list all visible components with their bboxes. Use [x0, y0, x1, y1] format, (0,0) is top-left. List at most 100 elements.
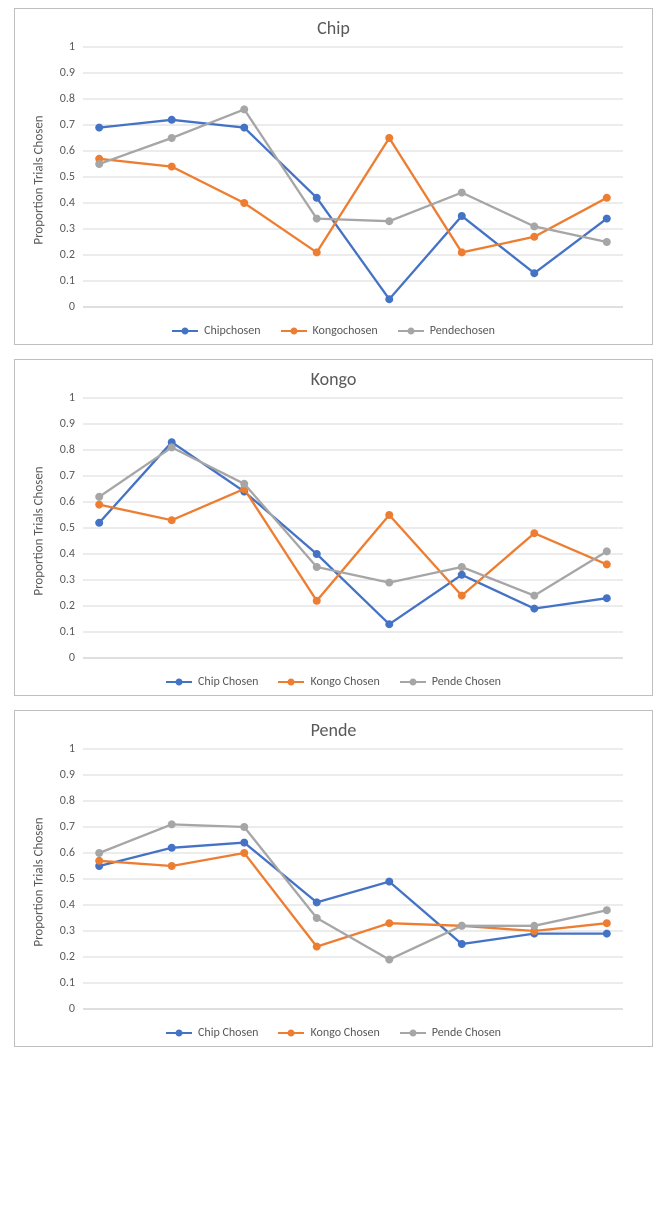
y-tick-label: 0.5 — [60, 521, 75, 535]
series-marker — [603, 906, 611, 914]
series-marker — [458, 248, 466, 256]
series-marker — [530, 605, 538, 613]
legend: Chip Chosen Kongo Chosen Pende Chosen — [25, 1020, 642, 1042]
series-marker — [313, 215, 321, 223]
y-tick-label: 0.1 — [60, 274, 75, 288]
series-marker — [530, 233, 538, 241]
y-tick-label: 1 — [69, 392, 75, 405]
chart-area: Proportion Trials Chosen00.10.20.30.40.5… — [25, 743, 642, 1020]
page-root: ChipProportion Trials Chosen00.10.20.30.… — [0, 0, 667, 1230]
legend-swatch — [166, 1028, 192, 1038]
y-tick-label: 0.6 — [60, 495, 75, 509]
y-axis-label: Proportion Trials Chosen — [32, 817, 47, 946]
y-tick-label: 0.4 — [60, 898, 75, 912]
series-marker — [530, 529, 538, 537]
legend-item: Chipchosen — [172, 324, 260, 338]
series-line-0 — [99, 843, 607, 944]
y-tick-label: 0 — [69, 300, 75, 313]
series-marker — [313, 563, 321, 571]
series-marker — [168, 163, 176, 171]
series-marker — [168, 134, 176, 142]
y-tick-label: 0.4 — [60, 196, 75, 210]
legend-swatch — [398, 326, 424, 336]
series-marker — [458, 212, 466, 220]
legend: Chip Chosen Kongo Chosen Pende Chosen — [25, 669, 642, 691]
series-marker — [168, 862, 176, 870]
legend-item: Kongochosen — [281, 324, 378, 338]
series-marker — [313, 914, 321, 922]
y-tick-label: 0.7 — [60, 820, 75, 834]
legend: Chipchosen Kongochosen Pendechosen — [25, 318, 642, 340]
legend-label: Pende Chosen — [432, 1026, 501, 1040]
series-marker — [168, 116, 176, 124]
chart-panel: PendeProportion Trials Chosen00.10.20.30… — [14, 710, 653, 1047]
series-marker — [95, 501, 103, 509]
legend-label: Chipchosen — [204, 324, 260, 338]
legend-swatch — [400, 1028, 426, 1038]
series-marker — [313, 550, 321, 558]
series-marker — [603, 547, 611, 555]
series-marker — [168, 443, 176, 451]
legend-item: Kongo Chosen — [278, 675, 379, 689]
series-marker — [95, 849, 103, 857]
y-tick-label: 0.3 — [60, 573, 75, 587]
series-marker — [385, 295, 393, 303]
y-tick-label: 0.9 — [60, 768, 75, 782]
series-marker — [385, 620, 393, 628]
y-tick-label: 1 — [69, 743, 75, 756]
y-tick-label: 0.2 — [60, 950, 75, 964]
plot-region: 00.10.20.30.40.50.60.70.80.91 — [25, 392, 642, 669]
legend-swatch — [400, 677, 426, 687]
chart-panel: ChipProportion Trials Chosen00.10.20.30.… — [14, 8, 653, 345]
series-marker — [240, 839, 248, 847]
series-marker — [95, 160, 103, 168]
y-tick-label: 0.9 — [60, 417, 75, 431]
y-tick-label: 0.8 — [60, 794, 75, 808]
y-tick-label: 0 — [69, 651, 75, 664]
series-marker — [313, 898, 321, 906]
series-marker — [458, 571, 466, 579]
legend-item: Kongo Chosen — [278, 1026, 379, 1040]
series-marker — [313, 248, 321, 256]
y-axis-label: Proportion Trials Chosen — [32, 115, 47, 244]
series-marker — [458, 592, 466, 600]
legend-label: Pendechosen — [430, 324, 495, 338]
chart-panel: KongoProportion Trials Chosen00.10.20.30… — [14, 359, 653, 696]
plot-region: 00.10.20.30.40.50.60.70.80.91 — [25, 41, 642, 318]
y-tick-label: 0.2 — [60, 248, 75, 262]
legend-item: Pende Chosen — [400, 675, 501, 689]
legend-swatch — [166, 677, 192, 687]
y-tick-label: 0.5 — [60, 872, 75, 886]
legend-item: Chip Chosen — [166, 1026, 258, 1040]
legend-label: Kongochosen — [313, 324, 378, 338]
y-tick-label: 0.8 — [60, 92, 75, 106]
series-marker — [530, 922, 538, 930]
series-marker — [603, 560, 611, 568]
series-marker — [603, 238, 611, 246]
y-tick-label: 0.3 — [60, 222, 75, 236]
chart-svg: 00.10.20.30.40.50.60.70.80.91 — [25, 41, 641, 313]
series-marker — [603, 594, 611, 602]
series-marker — [240, 105, 248, 113]
legend-item: Chip Chosen — [166, 675, 258, 689]
series-marker — [603, 930, 611, 938]
series-marker — [95, 519, 103, 527]
legend-swatch — [281, 326, 307, 336]
y-tick-label: 0.7 — [60, 469, 75, 483]
y-tick-label: 0.7 — [60, 118, 75, 132]
series-marker — [458, 940, 466, 948]
series-marker — [240, 124, 248, 132]
y-tick-label: 0.6 — [60, 144, 75, 158]
legend-label: Kongo Chosen — [310, 675, 379, 689]
y-tick-label: 0.4 — [60, 547, 75, 561]
legend-item: Pendechosen — [398, 324, 495, 338]
series-marker — [95, 124, 103, 132]
series-marker — [240, 823, 248, 831]
series-marker — [530, 269, 538, 277]
series-marker — [385, 134, 393, 142]
chart-title: Pende — [25, 719, 642, 741]
series-marker — [385, 217, 393, 225]
chart-area: Proportion Trials Chosen00.10.20.30.40.5… — [25, 392, 642, 669]
chart-svg: 00.10.20.30.40.50.60.70.80.91 — [25, 392, 641, 664]
series-marker — [313, 597, 321, 605]
